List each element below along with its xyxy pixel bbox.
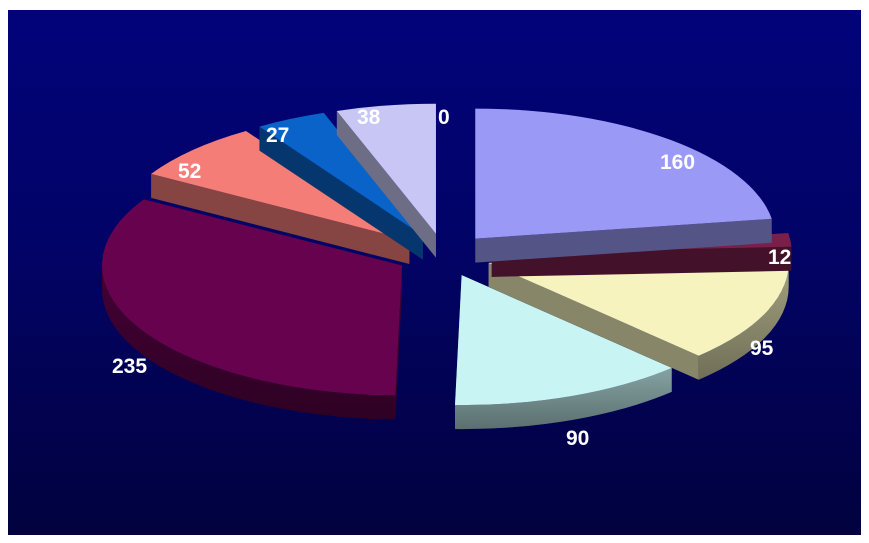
pie-slice-wall <box>336 111 436 258</box>
pie-slice-wall <box>151 173 410 265</box>
pie-slice-top <box>455 275 672 406</box>
pie-slice-wall <box>488 262 699 380</box>
data-label-95: 95 <box>750 337 774 360</box>
pie-chart-canvas: 160 12 95 90 235 52 27 38 0 <box>102 103 792 450</box>
data-label-12: 12 <box>768 246 791 269</box>
pie-slice-235 <box>102 199 403 420</box>
pie-slice-top <box>259 112 423 236</box>
data-label-235: 235 <box>112 355 147 378</box>
pie-slice-top <box>336 103 436 234</box>
pie-slice-edge-shade <box>698 262 789 380</box>
pie-slice-wall <box>395 265 403 420</box>
pie-slice-edge-shade <box>102 265 396 420</box>
pie-slice-edge-shade <box>455 367 672 430</box>
pie-slice-wall <box>475 218 772 263</box>
pie-slice-top <box>488 256 789 356</box>
data-label-160: 160 <box>660 151 695 174</box>
pie-slice-top <box>151 131 410 241</box>
pie-slices <box>102 103 792 430</box>
pie-slice-38 <box>336 103 436 258</box>
pie-slice-top <box>102 199 403 396</box>
pie-slice-27 <box>259 112 423 260</box>
data-label-52: 52 <box>178 160 201 183</box>
pie-chart: 160 12 95 90 235 52 27 38 0 <box>8 10 861 535</box>
pie-slice-160 <box>475 108 772 263</box>
data-labels: 160 12 95 90 235 52 27 38 0 <box>112 106 791 450</box>
pie-slice-wall <box>259 126 423 260</box>
data-label-27: 27 <box>266 124 289 147</box>
data-label-0: 0 <box>438 106 450 129</box>
data-label-38: 38 <box>357 106 381 129</box>
pie-slice-90 <box>455 275 672 430</box>
pie-slice-top <box>475 108 772 239</box>
data-label-90: 90 <box>566 427 589 450</box>
